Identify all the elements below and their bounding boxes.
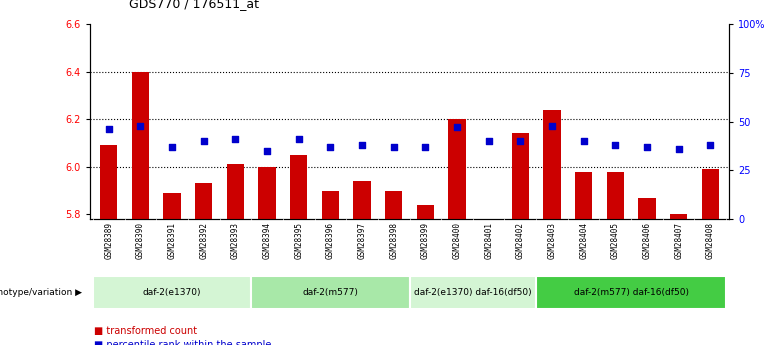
Text: GSM28402: GSM28402: [516, 222, 525, 259]
Bar: [100, 145, 118, 219]
Point: [356, 142, 368, 148]
Bar: [607, 171, 624, 219]
Text: GSM28398: GSM28398: [389, 222, 398, 259]
Bar: [480, 219, 498, 272]
Text: daf-2(e1370) daf-16(df50): daf-2(e1370) daf-16(df50): [414, 288, 532, 297]
Text: GSM28405: GSM28405: [611, 222, 620, 259]
Text: GSM28400: GSM28400: [452, 222, 462, 259]
Point: [324, 144, 337, 150]
Point: [197, 138, 210, 144]
Bar: [410, 276, 536, 309]
Point: [672, 146, 685, 152]
Bar: [575, 171, 592, 219]
Point: [704, 142, 717, 148]
Text: GSM28396: GSM28396: [326, 222, 335, 259]
Text: GSM28404: GSM28404: [579, 222, 588, 259]
Bar: [251, 276, 410, 309]
Text: GSM28389: GSM28389: [105, 222, 113, 259]
Text: ■ percentile rank within the sample: ■ percentile rank within the sample: [94, 340, 271, 345]
Bar: [93, 276, 251, 309]
Text: GSM28397: GSM28397: [357, 222, 367, 259]
Text: GSM28401: GSM28401: [484, 222, 493, 259]
Bar: [290, 155, 307, 219]
Text: GSM28408: GSM28408: [706, 222, 714, 259]
Bar: [163, 193, 181, 219]
Bar: [544, 110, 561, 219]
Point: [609, 142, 622, 148]
Bar: [448, 119, 466, 219]
Point: [102, 127, 115, 132]
Point: [134, 123, 147, 128]
Text: GSM28395: GSM28395: [294, 222, 303, 259]
Bar: [321, 190, 339, 219]
Point: [166, 144, 179, 150]
Text: GSM28407: GSM28407: [674, 222, 683, 259]
Text: daf-2(e1370): daf-2(e1370): [143, 288, 201, 297]
Bar: [195, 184, 212, 219]
Text: GSM28406: GSM28406: [643, 222, 651, 259]
Point: [640, 144, 653, 150]
Bar: [701, 169, 719, 219]
Point: [451, 125, 463, 130]
Point: [261, 148, 273, 154]
Point: [419, 144, 431, 150]
Bar: [385, 190, 402, 219]
Text: GSM28403: GSM28403: [548, 222, 556, 259]
Point: [546, 123, 558, 128]
Bar: [227, 165, 244, 219]
Point: [229, 136, 242, 142]
Text: GSM28399: GSM28399: [421, 222, 430, 259]
Text: genotype/variation ▶: genotype/variation ▶: [0, 288, 82, 297]
Bar: [258, 167, 275, 219]
Bar: [638, 198, 656, 219]
Point: [292, 136, 305, 142]
Text: GSM28394: GSM28394: [263, 222, 271, 259]
Text: GSM28392: GSM28392: [199, 222, 208, 259]
Point: [388, 144, 400, 150]
Text: daf-2(m577): daf-2(m577): [303, 288, 358, 297]
Bar: [353, 181, 370, 219]
Bar: [417, 205, 434, 219]
Point: [577, 138, 590, 144]
Text: daf-2(m577) daf-16(df50): daf-2(m577) daf-16(df50): [573, 288, 689, 297]
Bar: [670, 214, 687, 219]
Text: GDS770 / 176511_at: GDS770 / 176511_at: [129, 0, 259, 10]
Bar: [512, 134, 529, 219]
Text: GSM28393: GSM28393: [231, 222, 240, 259]
Point: [514, 138, 526, 144]
Point: [482, 138, 495, 144]
Text: GSM28390: GSM28390: [136, 222, 145, 259]
Text: ■ transformed count: ■ transformed count: [94, 326, 197, 336]
Bar: [132, 72, 149, 219]
Bar: [536, 276, 726, 309]
Text: GSM28391: GSM28391: [168, 222, 176, 259]
